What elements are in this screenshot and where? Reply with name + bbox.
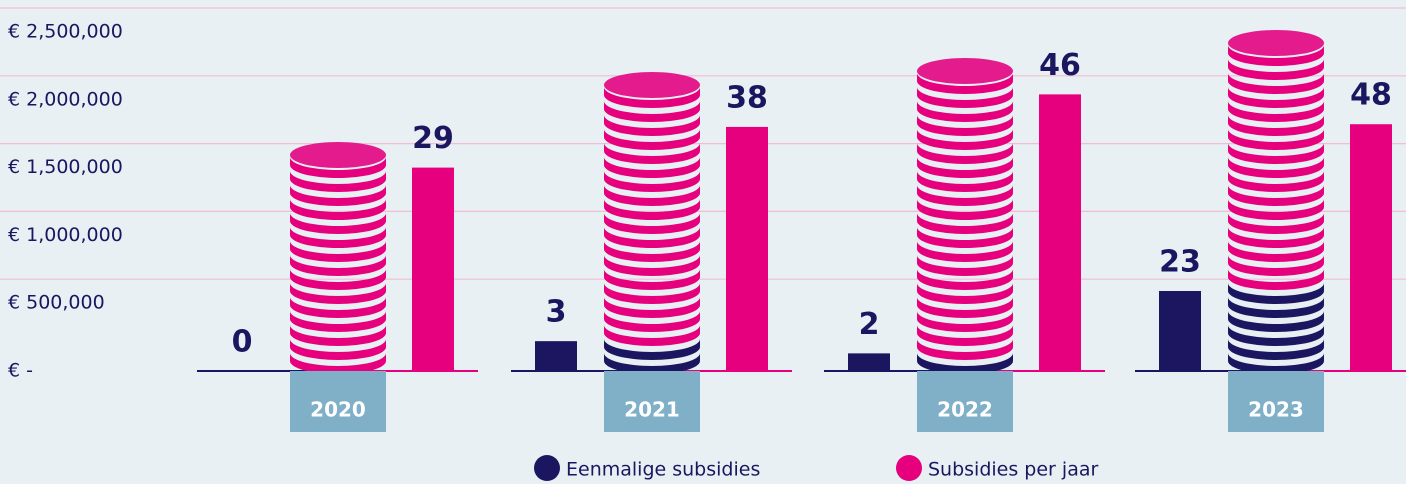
y-tick-label: € 500,000 xyxy=(8,292,105,314)
coin-top xyxy=(917,58,1013,84)
y-tick-label: € - xyxy=(8,360,33,382)
bar xyxy=(535,341,577,371)
x-tick-label: 2023 xyxy=(1248,398,1304,422)
y-tick-label: € 2,000,000 xyxy=(8,88,123,110)
x-tick-label: 2021 xyxy=(624,398,680,422)
x-tick-label: 2022 xyxy=(937,398,993,422)
value-label: 3 xyxy=(546,295,567,330)
y-tick-label: € 1,500,000 xyxy=(8,156,123,178)
value-label: 2 xyxy=(859,307,880,342)
legend-label: Eenmalige subsidies xyxy=(566,459,760,481)
legend-marker xyxy=(534,455,560,481)
value-label: 46 xyxy=(1039,48,1081,83)
bar xyxy=(412,168,454,371)
legend-marker xyxy=(896,455,922,481)
bar xyxy=(848,353,890,371)
value-label: 38 xyxy=(726,80,768,115)
bar xyxy=(1159,291,1201,371)
value-label: 0 xyxy=(232,325,253,360)
bar xyxy=(1350,124,1392,371)
y-tick-label: € 2,500,000 xyxy=(8,21,123,43)
coin-top xyxy=(604,72,700,98)
value-label: 29 xyxy=(412,121,454,156)
coin-top xyxy=(1228,30,1324,56)
y-tick-label: € 1,000,000 xyxy=(8,224,123,246)
legend-label: Subsidies per jaar xyxy=(928,459,1098,481)
chart: € - € 500,000 € 1,000,000 € 1,500,000 € 2,00… xyxy=(0,0,1406,484)
value-label: 48 xyxy=(1350,78,1392,113)
coin-top xyxy=(290,142,386,168)
value-label: 23 xyxy=(1159,244,1201,279)
x-tick-label: 2020 xyxy=(310,398,366,422)
bar xyxy=(726,127,768,371)
bar xyxy=(1039,94,1081,371)
